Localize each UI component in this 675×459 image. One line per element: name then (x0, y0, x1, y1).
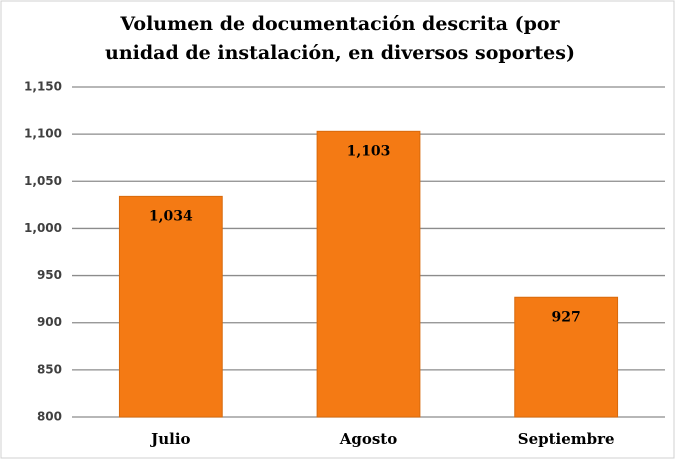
bar (316, 130, 421, 418)
chart-title: unidad de instalación, en diversos sopor… (105, 42, 575, 64)
y-tick-label: 1,100 (24, 127, 62, 141)
value-label: 1,103 (347, 143, 391, 159)
y-tick-label: 800 (37, 410, 62, 424)
y-tick-label: 1,150 (24, 80, 62, 94)
chart-title: Volumen de documentación descrita (por (119, 13, 560, 35)
y-tick-label: 1,050 (24, 174, 62, 188)
value-label: 927 (552, 309, 581, 325)
bar (514, 296, 619, 418)
x-tick-label: Septiembre (518, 430, 615, 448)
x-tick-label: Agosto (339, 430, 398, 448)
value-label: 1,034 (149, 208, 193, 224)
x-tick-label: Julio (149, 430, 190, 448)
bar (118, 195, 223, 418)
y-tick-label: 950 (37, 268, 62, 282)
y-tick-label: 900 (37, 315, 62, 329)
y-tick-label: 850 (37, 362, 62, 376)
y-tick-label: 1,000 (24, 221, 62, 235)
